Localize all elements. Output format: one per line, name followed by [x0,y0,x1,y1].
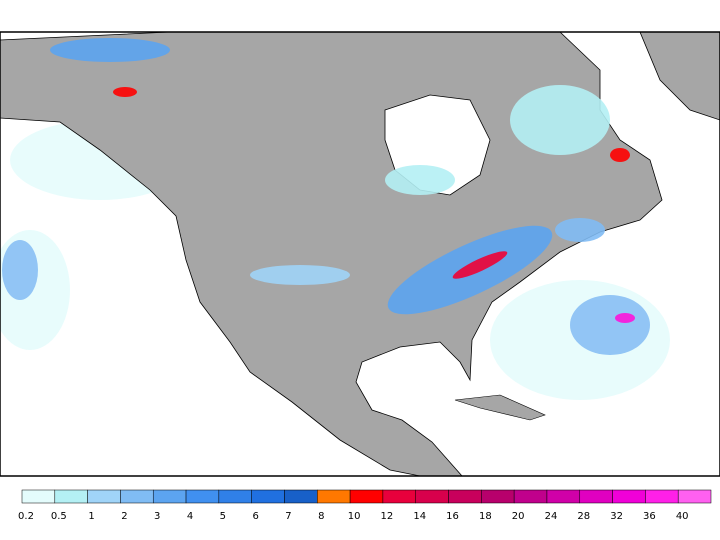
legend-swatch [54,489,88,504]
legend-swatch [382,489,416,504]
legend-label: 32 [610,511,623,522]
legend-label: 28 [577,511,590,522]
legend-label: 10 [348,511,361,522]
legend-swatch [349,489,384,504]
legend-label: 14 [413,511,426,522]
legend-label: 2 [121,511,127,522]
legend-swatch [415,489,449,504]
legend-swatch [513,489,548,504]
legend-label: 36 [643,511,656,522]
legend-label: 0.2 [18,511,34,522]
legend-swatch [152,489,187,504]
legend-swatch [317,489,351,504]
legend-label: 0.5 [51,511,67,522]
legend-swatch [645,489,679,504]
land [0,31,663,477]
legend-label: 1 [88,511,94,522]
legend-swatch [612,489,646,504]
legend-label: 4 [187,511,193,522]
legend-swatch [546,489,581,504]
legend: 0.2 0.5 1 2 3 4 5 6 7 8 10 12 14 16 18 20 24 28 32 36 40 [18,489,712,522]
legend-label: 20 [512,511,525,522]
legend-label: 16 [446,511,459,522]
legend-swatch [481,489,515,504]
legend-label: 12 [381,511,394,522]
legend-label: 6 [252,511,258,522]
legend-label: 7 [285,511,291,522]
legend-swatch [87,489,121,504]
legend-label: 5 [220,511,226,522]
legend-swatch [284,489,318,504]
legend-swatch [120,489,154,504]
legend-label: 3 [154,511,160,522]
cuba [454,394,546,421]
map-frame [0,31,720,477]
legend-swatch [218,489,252,504]
legend-label: 40 [676,511,689,522]
legend-label: 24 [545,511,558,522]
legend-swatch [21,489,56,504]
land-snow [50,38,630,315]
legend-swatch [579,489,613,504]
legend-label: 18 [479,511,492,522]
legend-label: 8 [318,511,324,522]
legend-swatch [448,489,482,504]
map [0,31,720,477]
legend-swatch [185,489,220,504]
legend-swatch [251,489,285,504]
legend-swatch [677,489,712,504]
